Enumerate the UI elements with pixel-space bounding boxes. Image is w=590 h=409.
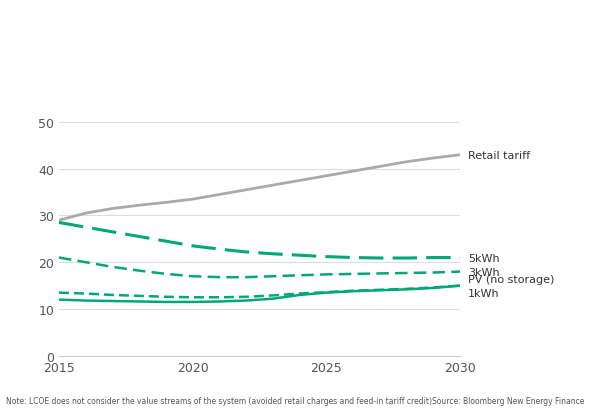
Text: 3kWh: 3kWh	[468, 267, 500, 277]
Text: Source: Bloomberg New Energy Finance: Source: Bloomberg New Energy Finance	[432, 396, 584, 405]
Text: Note: LCOE does not consider the value streams of the system (avoided retail cha: Note: LCOE does not consider the value s…	[6, 396, 434, 405]
Text: 1kWh: 1kWh	[468, 288, 500, 298]
Text: NEW ENERGY FINANCE: NEW ENERGY FINANCE	[425, 76, 512, 85]
Text: RESIDENTIAL 4KW  PV + VARIOUS EUS: RESIDENTIAL 4KW PV + VARIOUS EUS	[12, 61, 312, 75]
Text: Bloomberg: Bloomberg	[425, 34, 535, 52]
Text: CONFIGURATIONS IN QUEENSLAND (AUD C/KWH): CONFIGURATIONS IN QUEENSLAND (AUD C/KWH)	[12, 92, 393, 106]
Text: 5kWh: 5kWh	[468, 253, 500, 263]
Text: Retail tariff: Retail tariff	[468, 151, 530, 160]
Text: PV (no storage): PV (no storage)	[468, 274, 555, 285]
Text: LEVELISED COST OF ELECTRICITY FROM A: LEVELISED COST OF ELECTRICITY FROM A	[12, 31, 338, 45]
